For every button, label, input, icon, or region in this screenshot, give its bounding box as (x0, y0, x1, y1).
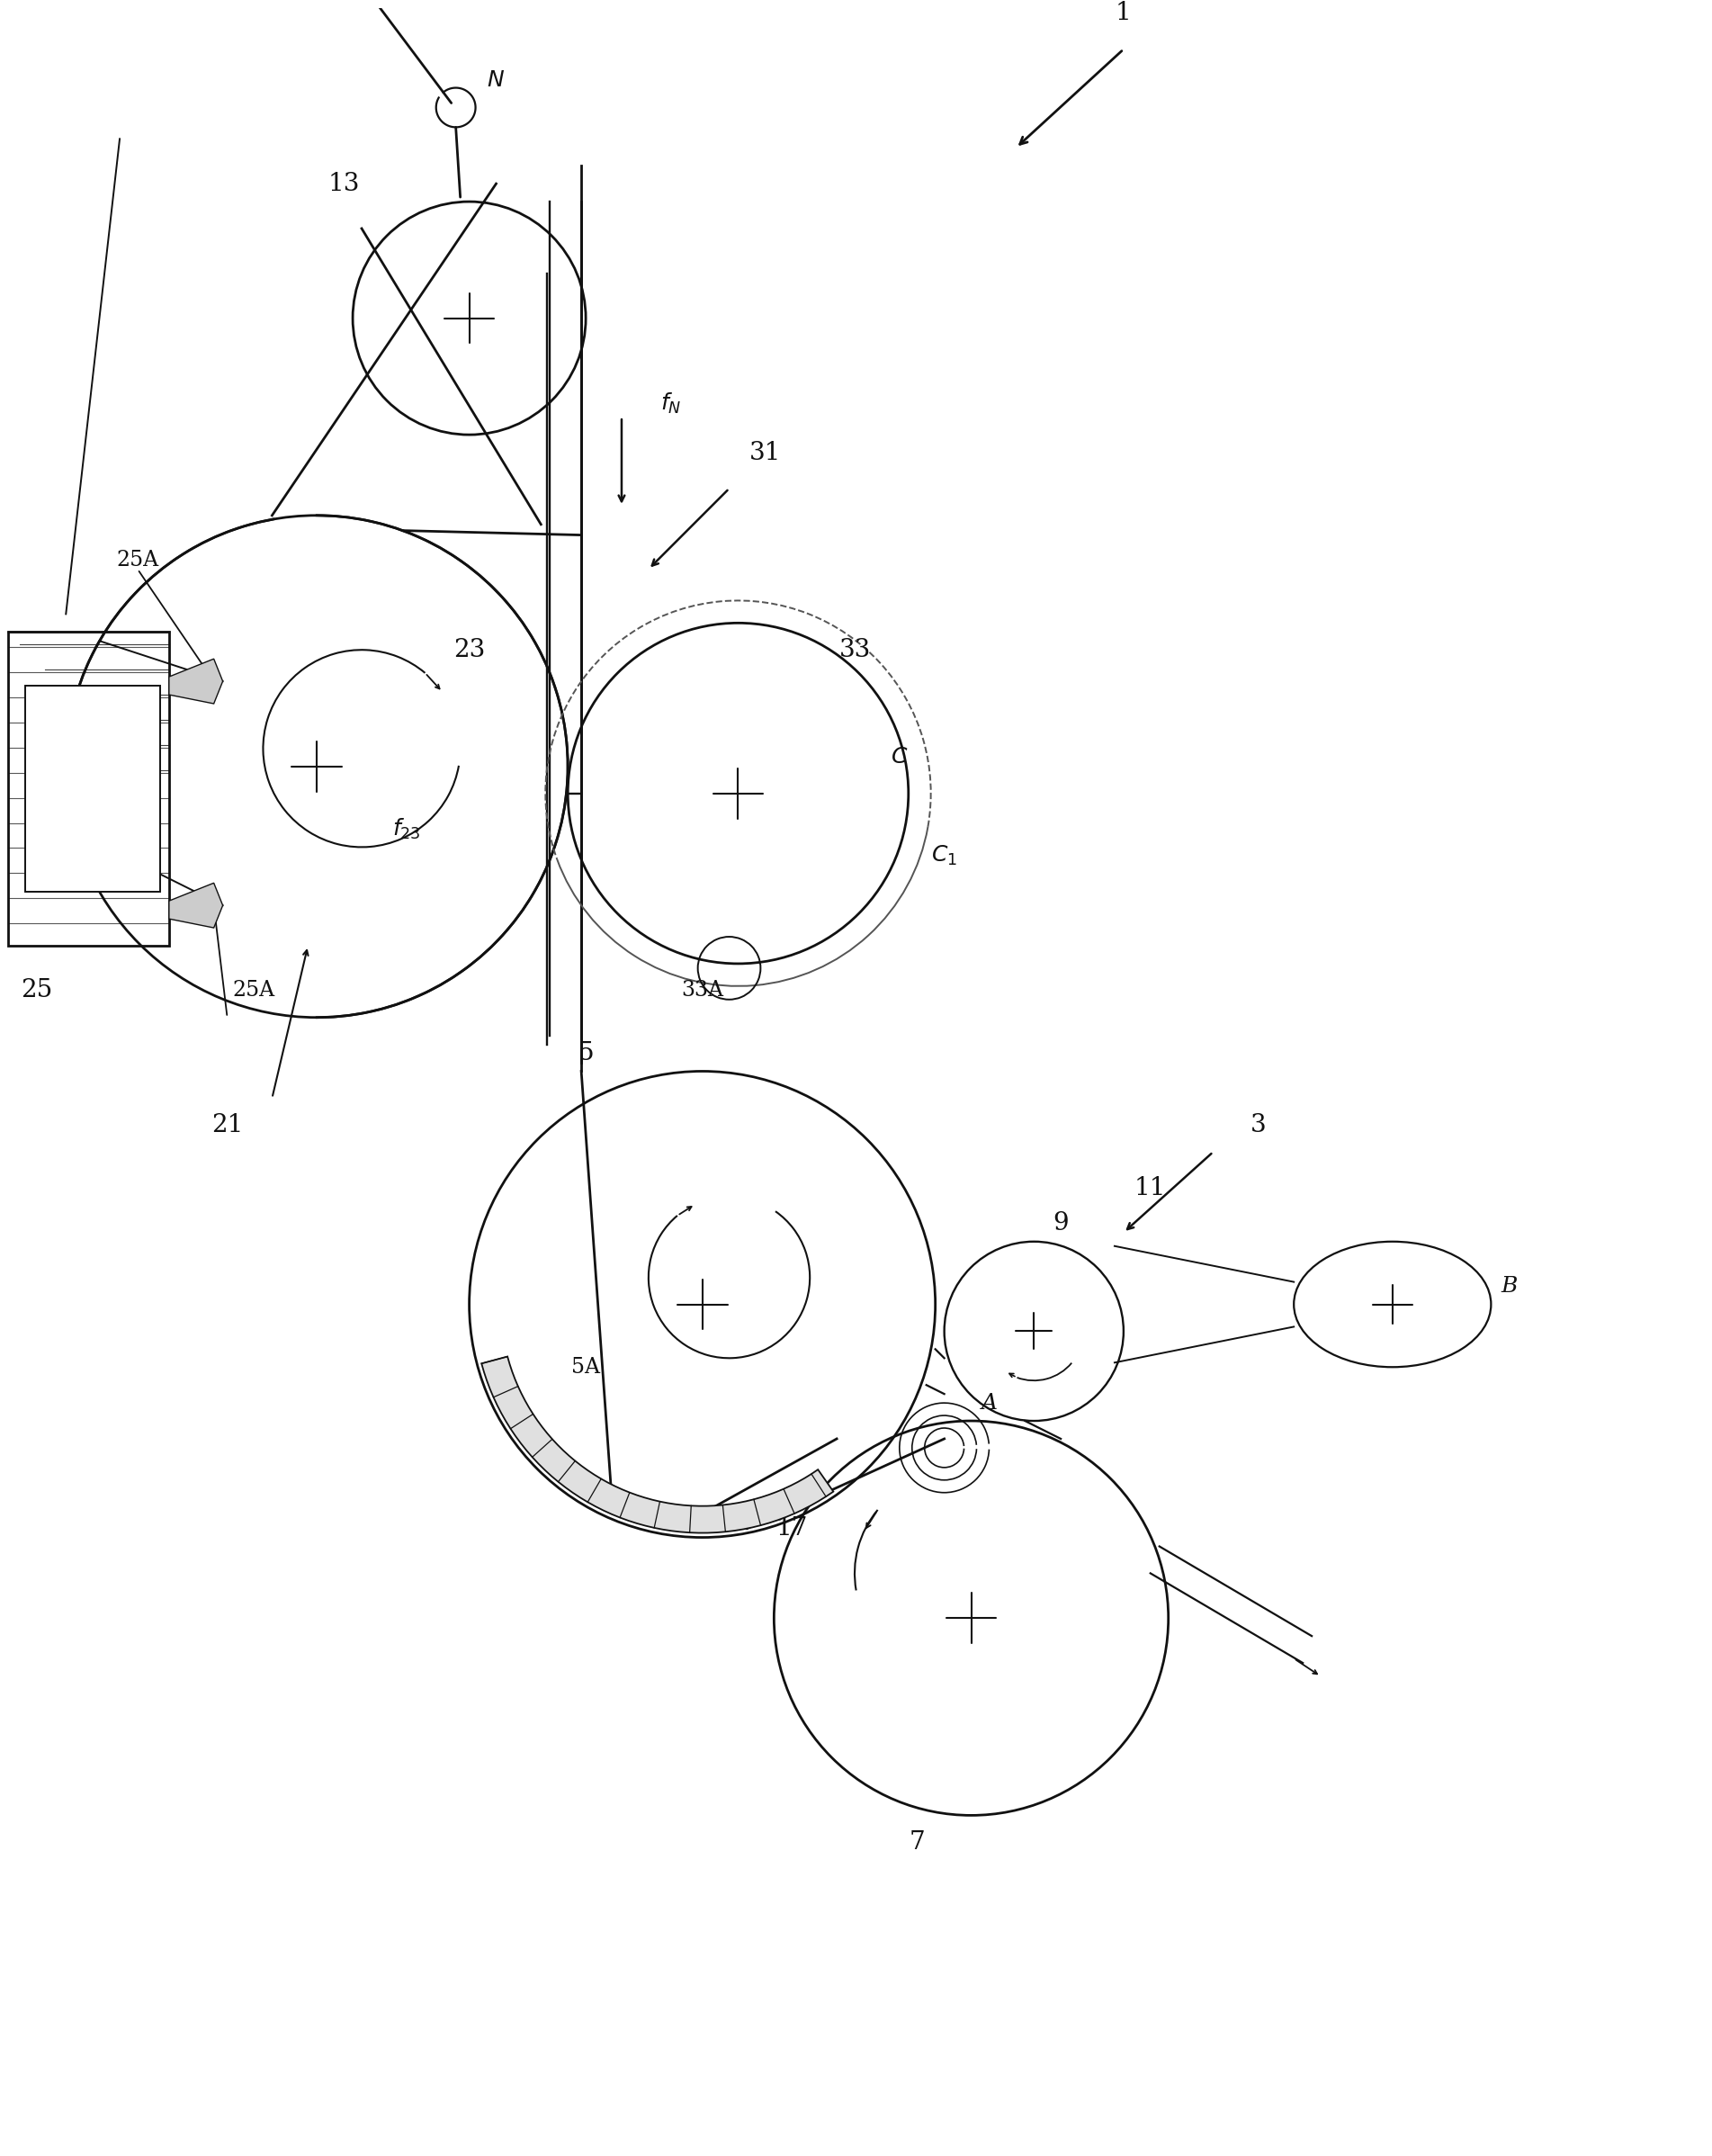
Text: 23: 23 (454, 638, 484, 662)
Bar (26, 686, 159, 893)
Text: 31: 31 (750, 440, 781, 466)
Text: $f_{23}$: $f_{23}$ (392, 817, 421, 841)
Text: $C_1$: $C_1$ (931, 845, 957, 869)
Polygon shape (169, 884, 223, 927)
Text: 9: 9 (1053, 1212, 1068, 1235)
Text: 17: 17 (776, 1516, 808, 1542)
Text: 25A: 25A (233, 981, 276, 1000)
Text: $f_N$: $f_N$ (661, 390, 681, 416)
Text: 25A: 25A (116, 550, 159, 571)
Text: 5A: 5A (572, 1356, 601, 1378)
Text: $C$: $C$ (890, 748, 907, 768)
Text: 33: 33 (839, 638, 870, 662)
Text: 5: 5 (579, 1041, 594, 1065)
Polygon shape (481, 1356, 834, 1533)
Text: 7: 7 (909, 1830, 926, 1854)
Text: 11: 11 (1135, 1175, 1166, 1201)
Text: $N$: $N$ (488, 71, 505, 91)
Text: 33A: 33A (681, 981, 724, 1000)
Text: A: A (981, 1393, 996, 1414)
Bar (7, 632, 169, 946)
Text: 13: 13 (329, 172, 360, 196)
Text: 3: 3 (1250, 1112, 1265, 1136)
Text: B: B (1501, 1276, 1517, 1296)
Text: 21: 21 (211, 1112, 243, 1136)
Text: 25: 25 (21, 979, 53, 1003)
Polygon shape (169, 660, 223, 703)
Text: 1: 1 (1116, 2, 1132, 26)
